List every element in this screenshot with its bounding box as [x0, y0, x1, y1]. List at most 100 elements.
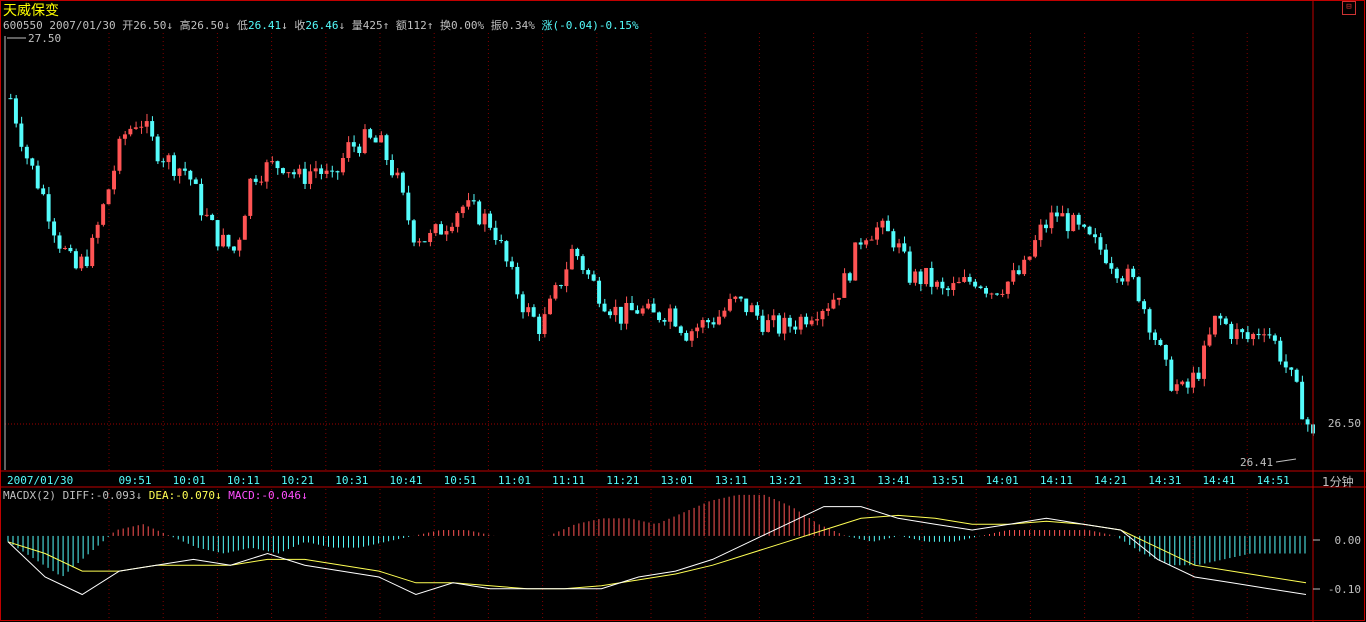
candle-body	[1207, 334, 1212, 346]
candle-body	[1234, 329, 1239, 339]
candle-body	[488, 213, 493, 228]
candle-body	[1212, 315, 1217, 335]
candle-body	[84, 256, 89, 267]
candle-body	[400, 172, 405, 193]
high-label: 高	[179, 19, 191, 32]
price-low-label: 26.41	[1240, 456, 1273, 469]
candle-body	[695, 327, 700, 332]
candle-body	[831, 299, 836, 309]
candle-body	[155, 136, 160, 162]
candle-body	[172, 155, 176, 176]
candle-body	[199, 183, 204, 216]
candle-body	[869, 239, 874, 241]
candle-body	[1305, 419, 1310, 425]
candle-body	[624, 303, 629, 324]
quote-info-bar: 600550 2007/01/30 开26.50↓ 高26.50↓ 低26.41…	[3, 17, 639, 33]
macd-indicator-name: MACDX(2)	[3, 489, 56, 502]
time-tick-label: 13:01	[660, 474, 693, 487]
candle-body	[1054, 212, 1059, 217]
candle-body	[1223, 318, 1228, 324]
candle-body	[684, 332, 689, 341]
candle-body	[30, 158, 35, 166]
candle-body	[477, 201, 482, 225]
change-value: (-0.04)-0.15%	[552, 19, 639, 32]
candle-body	[1000, 293, 1005, 295]
candle-body	[1196, 372, 1201, 379]
candle-body	[1114, 268, 1119, 279]
candle-body	[242, 215, 247, 240]
candle-body	[1218, 315, 1223, 319]
candle-body	[847, 273, 852, 281]
candle-body	[771, 315, 776, 321]
candle-body	[951, 283, 956, 291]
candle-body	[629, 303, 634, 311]
candle-body	[673, 308, 678, 327]
candle-body	[433, 224, 438, 233]
time-tick-label: 09:51	[118, 474, 151, 487]
candle-body	[760, 315, 765, 332]
candle-body	[150, 121, 155, 137]
candle-body	[798, 316, 803, 330]
candle-body	[1169, 359, 1174, 391]
candle-body	[875, 227, 879, 240]
candle-body	[804, 316, 809, 325]
close-icon[interactable]: ⊟	[1342, 1, 1356, 15]
candle-body	[738, 296, 743, 299]
candle-body	[727, 298, 732, 311]
dea-line	[7, 514, 1307, 590]
candle-body	[1027, 256, 1032, 260]
candle-body	[13, 98, 18, 124]
x-start-label: 2007/01/30	[7, 474, 73, 487]
time-tick-label: 10:51	[444, 474, 477, 487]
candle-body	[406, 192, 411, 221]
candle-body	[569, 248, 574, 270]
candle-body	[248, 178, 253, 216]
down-arrow-icon: ↓	[223, 19, 231, 32]
down-arrow-icon: ↓	[135, 489, 143, 502]
candle-body	[1076, 214, 1081, 225]
period-selector[interactable]: 1分钟	[1322, 475, 1354, 489]
candle-body	[520, 294, 525, 313]
time-tick-label: 14:31	[1148, 474, 1181, 487]
candle-body	[357, 146, 362, 154]
candle-body	[122, 134, 127, 139]
low-value: 26.41	[247, 19, 282, 32]
candle-body	[422, 241, 427, 243]
macd-dea-value: DEA:-0.070	[148, 489, 215, 502]
time-tick-label: 14:11	[1040, 474, 1073, 487]
candle-body	[1229, 323, 1234, 339]
candle-body	[95, 224, 100, 238]
candle-body	[657, 312, 661, 320]
time-tick-label: 10:01	[173, 474, 206, 487]
candle-body	[1136, 277, 1141, 302]
candle-body	[1289, 367, 1294, 370]
candle-body	[1300, 381, 1305, 420]
time-tick-label: 13:31	[823, 474, 856, 487]
candle-body	[542, 314, 547, 335]
candle-body	[646, 303, 651, 309]
time-tick-label: 10:41	[389, 474, 422, 487]
candle-body	[90, 237, 95, 267]
candle-body	[324, 170, 329, 174]
candle-body	[8, 98, 13, 100]
candle-body	[133, 127, 138, 129]
diff-line	[7, 506, 1307, 596]
change-label: 涨	[541, 19, 553, 32]
time-tick-label: 11:01	[498, 474, 531, 487]
candle-body	[1294, 369, 1299, 382]
price-reference-label: 26.50	[1328, 417, 1361, 430]
candle-body	[667, 308, 672, 322]
candle-body	[291, 172, 296, 175]
candle-body	[564, 269, 569, 287]
candle-body	[744, 298, 749, 313]
candle-body	[117, 138, 122, 171]
candle-body	[1103, 249, 1108, 264]
stock-code: 600550	[3, 19, 43, 32]
candle-body	[706, 320, 711, 323]
amount-label: 额	[395, 19, 407, 32]
candle-body	[471, 200, 476, 202]
candle-body	[918, 271, 923, 285]
open-label: 开	[122, 19, 134, 32]
candle-body	[444, 231, 449, 235]
candle-body	[591, 274, 596, 281]
